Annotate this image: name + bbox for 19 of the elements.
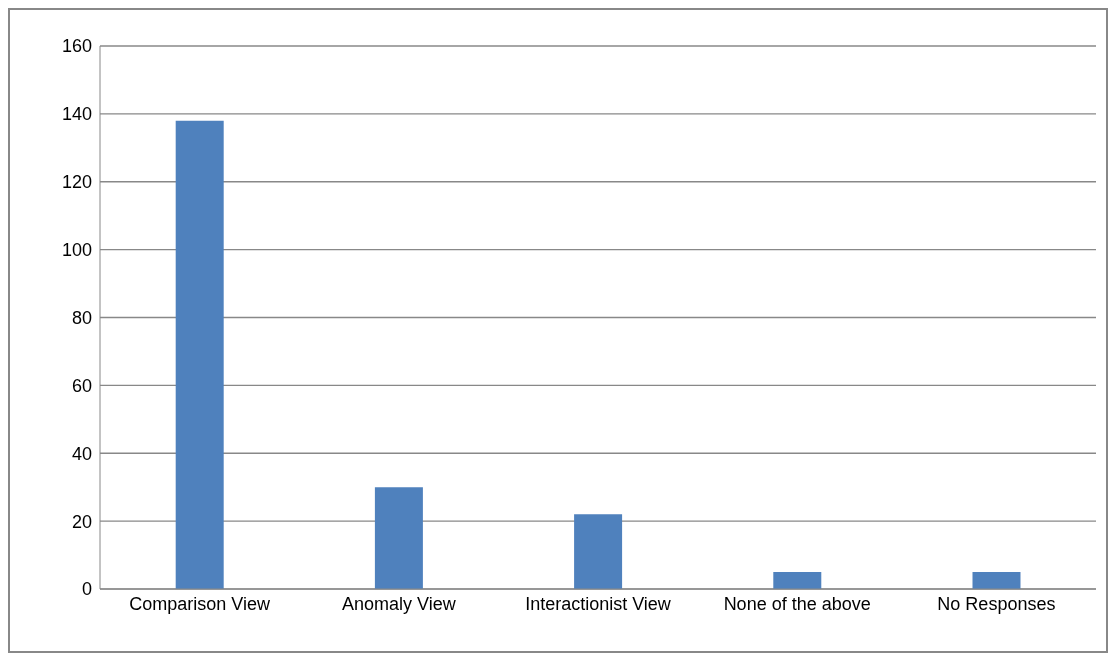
bar xyxy=(574,514,623,589)
y-tick-label: 0 xyxy=(81,579,92,600)
x-tick-label: None of the above xyxy=(723,593,871,614)
bar xyxy=(175,120,224,589)
bar xyxy=(972,572,1021,589)
y-tick-label: 120 xyxy=(61,172,92,193)
x-tick-label: Interactionist View xyxy=(525,593,672,614)
y-tick-label: 20 xyxy=(71,511,92,532)
x-tick-label: Anomaly View xyxy=(341,593,457,614)
x-tick-label: Comparison View xyxy=(129,593,271,614)
bar xyxy=(773,572,822,589)
y-tick-label: 60 xyxy=(71,375,92,396)
y-tick-label: 80 xyxy=(71,307,92,328)
y-tick-label: 140 xyxy=(61,104,92,125)
y-tick-label: 160 xyxy=(61,36,92,57)
bar xyxy=(374,487,423,589)
x-tick-label: No Responses xyxy=(937,593,1056,614)
y-tick-label: 100 xyxy=(61,240,92,261)
y-tick-label: 40 xyxy=(71,443,92,464)
